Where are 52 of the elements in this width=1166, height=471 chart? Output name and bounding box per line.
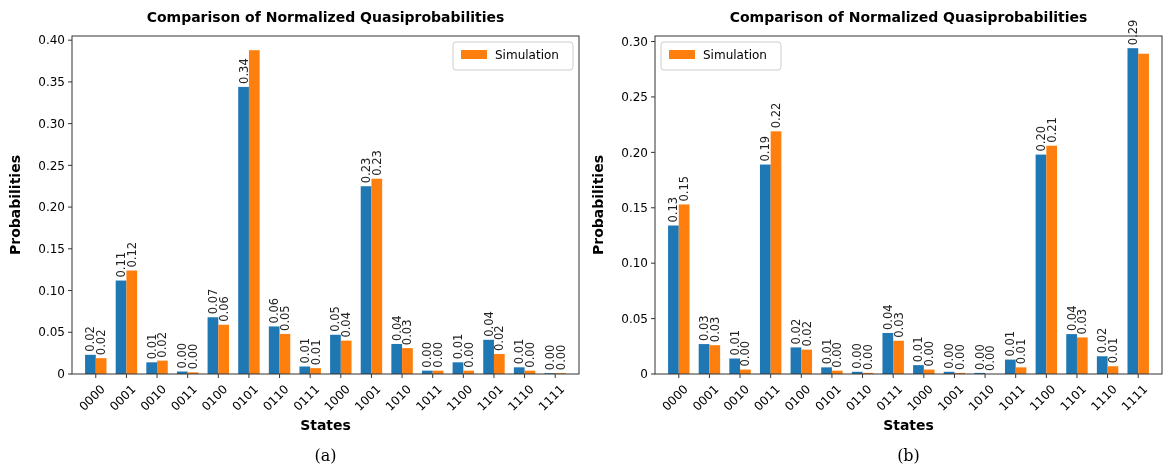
chart-title: Comparison of Normalized Quasiprobabilities (729, 9, 1088, 25)
x-axis-title: States (883, 417, 934, 433)
data-label: 0.00 (431, 342, 446, 368)
y-tick-label: 0.25 (621, 90, 648, 105)
legend-label: Simulation (495, 48, 559, 63)
y-axis-title: Probabilities (7, 155, 23, 255)
data-label: 0.02 (492, 325, 507, 351)
data-label: 0.02 (94, 329, 109, 356)
data-label: 0.15 (677, 175, 692, 202)
legend-label: Simulation (703, 48, 767, 63)
data-label: 0.05 (277, 305, 292, 331)
data-label: 0.00 (922, 340, 937, 367)
y-tick-label: 0.30 (621, 34, 648, 49)
data-label: 0.00 (952, 344, 967, 370)
y-tick-label: 0 (57, 367, 65, 382)
data-label: 0.19 (758, 135, 773, 162)
data-label: 0.00 (186, 343, 201, 370)
data-label: 0.01 (1105, 337, 1120, 364)
data-label: 0.00 (983, 345, 998, 371)
y-tick-label: 0.15 (621, 200, 648, 215)
data-label: 0.00 (860, 344, 875, 370)
y-tick-label: 0.25 (38, 158, 65, 173)
data-label: 0.03 (400, 319, 415, 346)
data-label: 0.03 (707, 316, 722, 343)
text: (b) (897, 446, 920, 465)
y-axis-title: Probabilities (590, 155, 606, 255)
data-label: 0.00 (830, 342, 845, 368)
y-tick-label: 0.10 (621, 256, 648, 271)
data-label: 0.12 (124, 241, 139, 268)
data-label: 0.22 (769, 102, 784, 129)
text: (a) (314, 446, 337, 465)
data-label: 0.04 (339, 312, 354, 338)
y-tick-label: 0.40 (38, 33, 65, 48)
y-tick-label: 0.15 (38, 242, 65, 257)
y-tick-label: 0.05 (621, 311, 648, 326)
y-tick-label: 0.30 (38, 116, 65, 131)
chart-title: Comparison of Normalized Quasiprobabilities (146, 9, 505, 25)
x-axis-title: States (300, 417, 351, 433)
data-label: 0.29 (1125, 19, 1140, 46)
y-tick-label: 0 (640, 367, 648, 382)
data-label: 0.00 (738, 340, 753, 367)
data-label: 0.03 (1075, 308, 1090, 335)
y-tick-label: 0.20 (621, 145, 648, 160)
data-label: 0.34 (236, 58, 251, 84)
y-tick-label: 0.05 (38, 325, 65, 340)
y-tick-label: 0.10 (38, 283, 65, 298)
data-label: 0.00 (522, 342, 537, 368)
data-label: 0.23 (369, 150, 384, 176)
y-tick-label: 0.35 (38, 75, 65, 90)
y-tick-label: 0.20 (38, 200, 65, 215)
data-label: 0.01 (1014, 338, 1029, 365)
data-label: 0.02 (155, 332, 170, 358)
